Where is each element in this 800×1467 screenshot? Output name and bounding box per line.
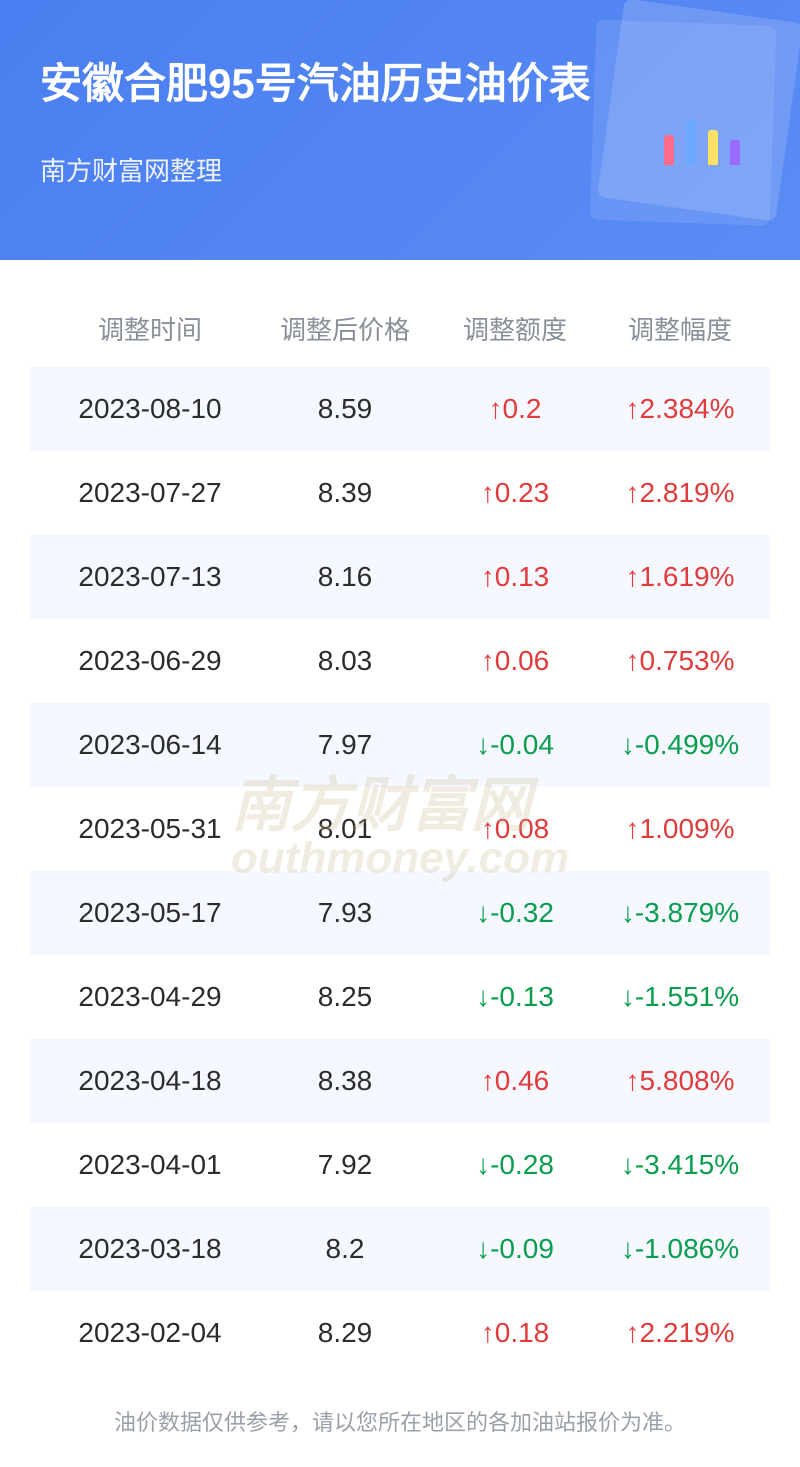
col-header-date: 调整时间	[40, 310, 260, 347]
cell-date: 2023-03-18	[40, 1233, 260, 1265]
cell-date: 2023-05-31	[40, 813, 260, 845]
cell-amount: ↑0.18	[430, 1317, 600, 1349]
cell-amount: ↓-0.32	[430, 897, 600, 929]
table-row: 2023-04-017.92↓-0.28↓-3.415%	[30, 1123, 770, 1207]
cell-amount: ↓-0.13	[430, 981, 600, 1013]
cell-percent: ↑2.219%	[600, 1317, 760, 1349]
cell-date: 2023-04-01	[40, 1149, 260, 1181]
cell-percent: ↑2.819%	[600, 477, 760, 509]
cell-percent: ↑1.009%	[600, 813, 760, 845]
table-row: 2023-07-278.39↑0.23↑2.819%	[30, 451, 770, 535]
cell-price: 8.59	[260, 393, 430, 425]
table-row: 2023-06-298.03↑0.06↑0.753%	[30, 619, 770, 703]
cell-percent: ↓-3.879%	[600, 897, 760, 929]
cell-amount: ↓-0.28	[430, 1149, 600, 1181]
table-row: 2023-05-177.93↓-0.32↓-3.879%	[30, 871, 770, 955]
cell-amount: ↑0.08	[430, 813, 600, 845]
cell-date: 2023-04-29	[40, 981, 260, 1013]
cell-date: 2023-08-10	[40, 393, 260, 425]
cell-amount: ↑0.46	[430, 1065, 600, 1097]
cell-price: 8.38	[260, 1065, 430, 1097]
table-body: 2023-08-108.59↑0.2↑2.384%2023-07-278.39↑…	[30, 367, 770, 1375]
cell-percent: ↓-3.415%	[600, 1149, 760, 1181]
cell-price: 8.39	[260, 477, 430, 509]
cell-amount: ↑0.13	[430, 561, 600, 593]
cell-date: 2023-07-27	[40, 477, 260, 509]
cell-price: 8.2	[260, 1233, 430, 1265]
table-row: 2023-02-048.29↑0.18↑2.219%	[30, 1291, 770, 1375]
col-header-percent: 调整幅度	[600, 310, 760, 347]
cell-date: 2023-06-14	[40, 729, 260, 761]
cell-price: 8.16	[260, 561, 430, 593]
cell-amount: ↓-0.04	[430, 729, 600, 761]
cell-price: 8.29	[260, 1317, 430, 1349]
cell-date: 2023-02-04	[40, 1317, 260, 1349]
table-row: 2023-03-188.2↓-0.09↓-1.086%	[30, 1207, 770, 1291]
page-subtitle: 南方财富网整理	[40, 151, 760, 188]
cell-date: 2023-07-13	[40, 561, 260, 593]
table-row: 2023-04-298.25↓-0.13↓-1.551%	[30, 955, 770, 1039]
cell-percent: ↓-0.499%	[600, 729, 760, 761]
cell-amount: ↑0.23	[430, 477, 600, 509]
col-header-amount: 调整额度	[430, 310, 600, 347]
cell-price: 7.97	[260, 729, 430, 761]
cell-percent: ↑1.619%	[600, 561, 760, 593]
cell-percent: ↑5.808%	[600, 1065, 760, 1097]
cell-date: 2023-05-17	[40, 897, 260, 929]
cell-percent: ↓-1.551%	[600, 981, 760, 1013]
cell-price: 7.92	[260, 1149, 430, 1181]
page-title: 安徽合肥95号汽油历史油价表	[40, 50, 760, 111]
cell-price: 8.01	[260, 813, 430, 845]
cell-price: 8.25	[260, 981, 430, 1013]
col-header-price: 调整后价格	[260, 310, 430, 347]
cell-price: 8.03	[260, 645, 430, 677]
cell-percent: ↑0.753%	[600, 645, 760, 677]
table-row: 2023-08-108.59↑0.2↑2.384%	[30, 367, 770, 451]
cell-amount: ↑0.2	[430, 393, 600, 425]
table-row: 2023-05-318.01↑0.08↑1.009%	[30, 787, 770, 871]
cell-amount: ↓-0.09	[430, 1233, 600, 1265]
header-banner: 安徽合肥95号汽油历史油价表 南方财富网整理	[0, 0, 800, 260]
table-header-row: 调整时间 调整后价格 调整额度 调整幅度	[30, 290, 770, 367]
cell-percent: ↓-1.086%	[600, 1233, 760, 1265]
price-table: 调整时间 调整后价格 调整额度 调整幅度 2023-08-108.59↑0.2↑…	[0, 260, 800, 1375]
table-row: 2023-06-147.97↓-0.04↓-0.499%	[30, 703, 770, 787]
cell-amount: ↑0.06	[430, 645, 600, 677]
cell-date: 2023-06-29	[40, 645, 260, 677]
footer-note: 油价数据仅供参考，请以您所在地区的各加油站报价为准。	[0, 1375, 800, 1467]
cell-price: 7.93	[260, 897, 430, 929]
table-row: 2023-04-188.38↑0.46↑5.808%	[30, 1039, 770, 1123]
cell-percent: ↑2.384%	[600, 393, 760, 425]
cell-date: 2023-04-18	[40, 1065, 260, 1097]
header-decoration	[540, 0, 800, 260]
table-row: 2023-07-138.16↑0.13↑1.619%	[30, 535, 770, 619]
